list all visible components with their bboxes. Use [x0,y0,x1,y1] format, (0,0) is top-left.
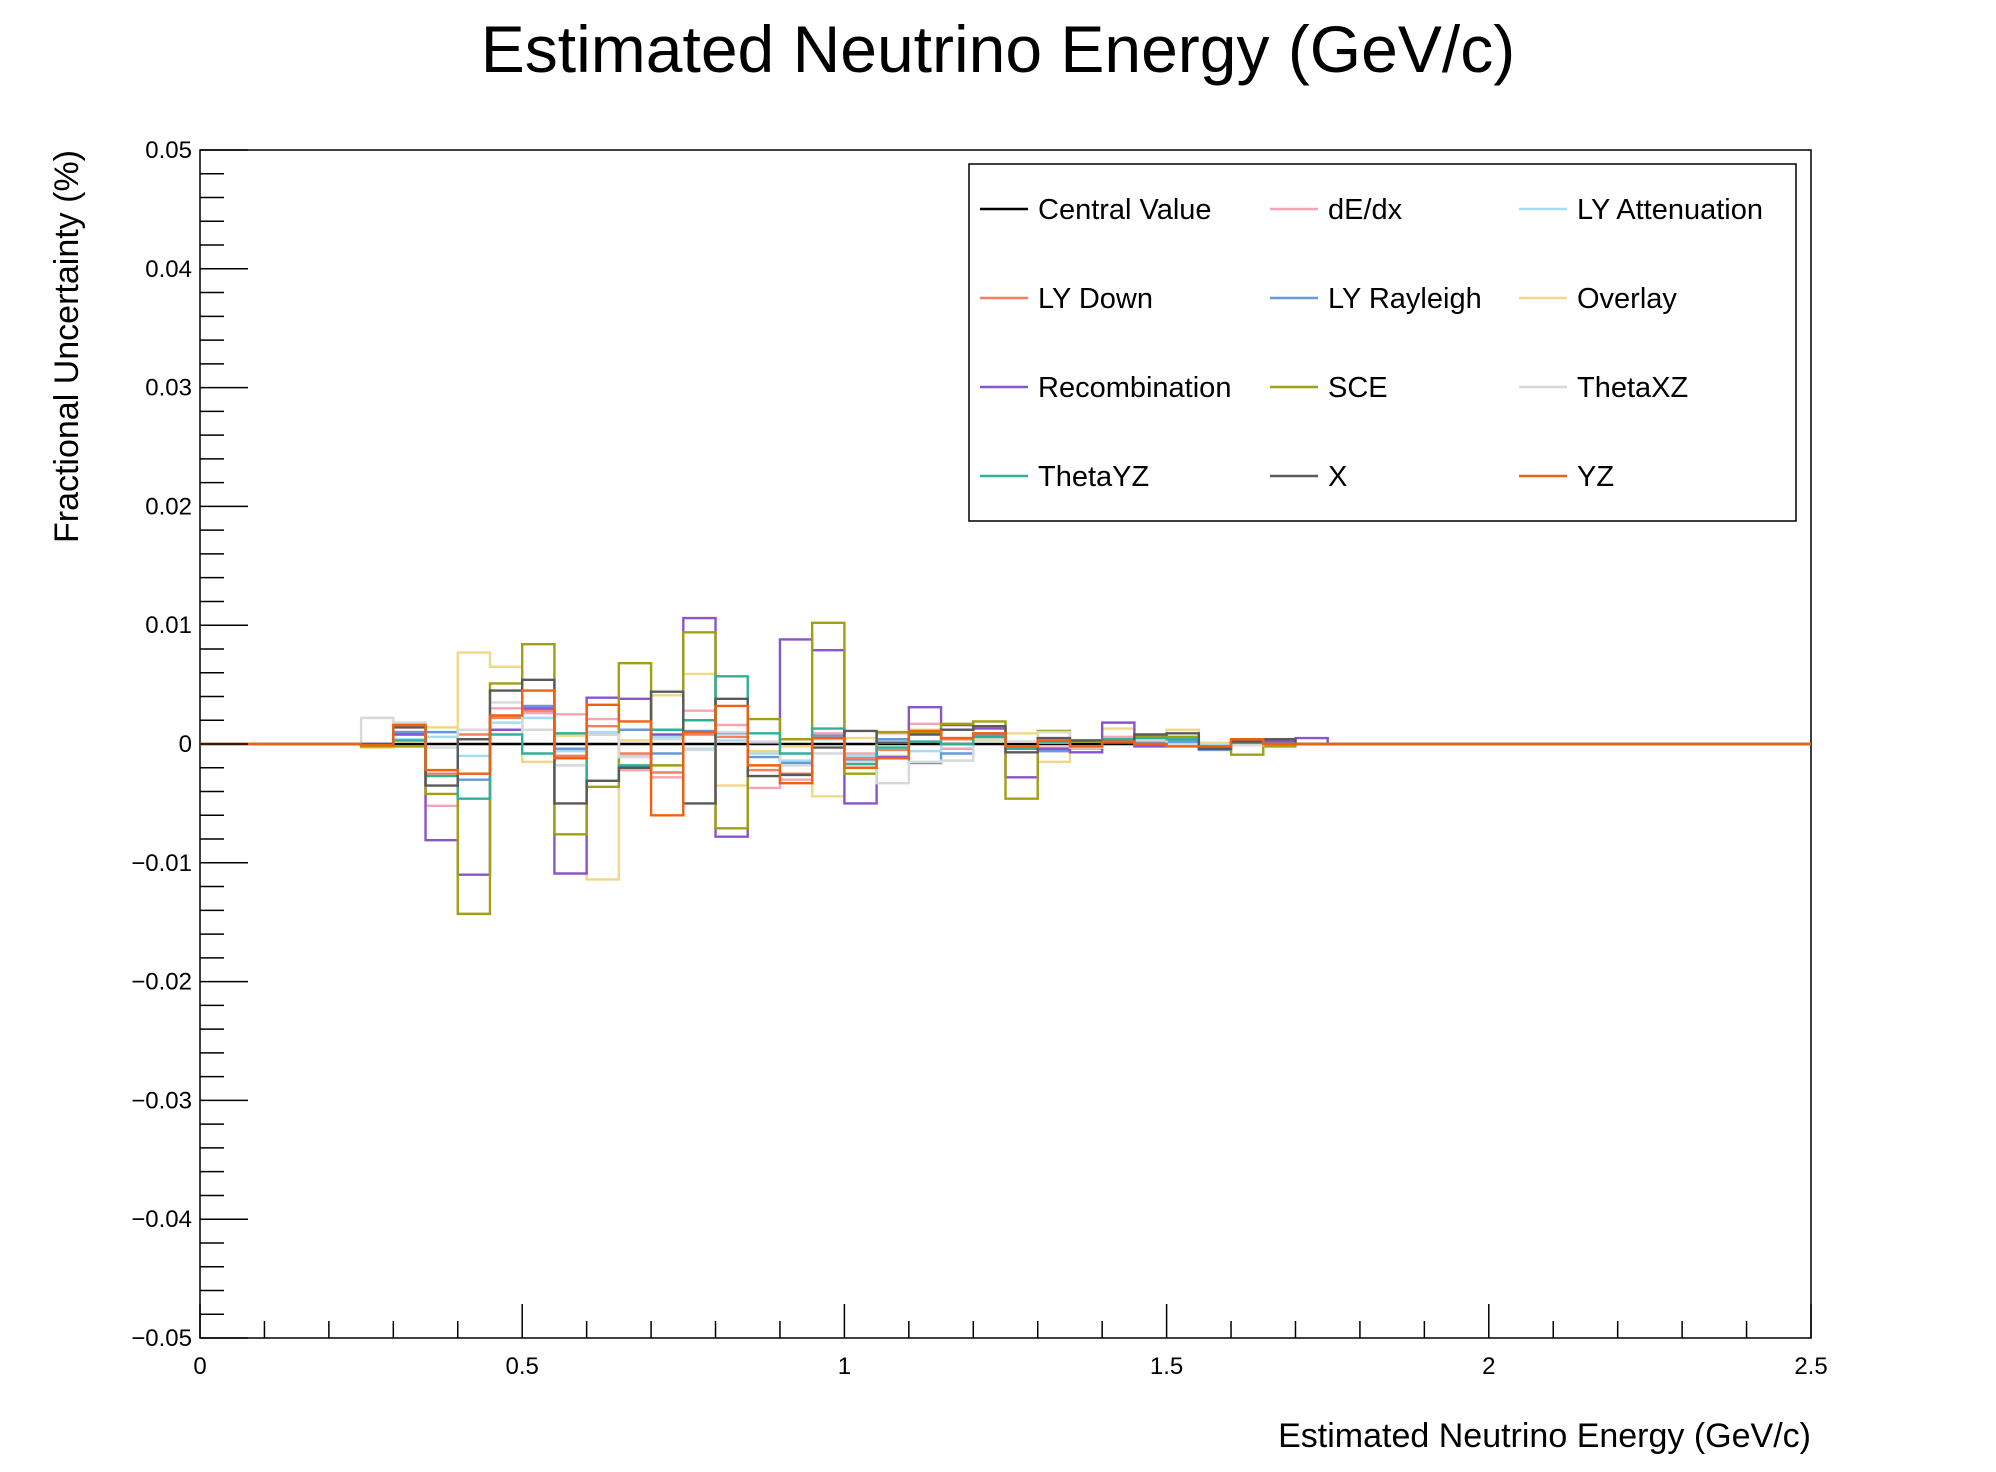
x-tick-label: 1.5 [1150,1353,1183,1380]
y-tick-label: 0.01 [145,612,192,639]
x-tick-label: 0 [193,1353,206,1380]
y-tick-label: 0.02 [145,493,192,520]
y-tick-label: −0.04 [131,1206,192,1233]
series-line-yz [200,689,1811,817]
x-tick-label: 1 [838,1353,851,1380]
series-line-thetayz [200,675,1811,800]
legend-label-thetaxz: ThetaXZ [1577,372,1688,404]
legend-label-yz: YZ [1577,461,1614,493]
x-tick-label: 2.5 [1794,1353,1827,1380]
legend-label-overlay: Overlay [1577,283,1677,315]
y-tick-label: −0.03 [131,1087,192,1114]
chart-title: Estimated Neutrino Energy (GeV/c) [481,12,1515,86]
series-line-thetaxz [200,701,1811,785]
y-tick-label: 0 [179,731,192,758]
y-tick-label: 0.04 [145,256,192,283]
y-tick-label: 0.05 [145,137,192,164]
y-axis-label: Fractional Uncertainty (%) [48,150,86,543]
y-tick-label: −0.05 [131,1325,192,1352]
series-line-sce [200,621,1811,916]
axes: 0 0.5 1 1.5 2 2.5 0.05 0.04 0.03 0.02 0.01 0 −0.01 −0… [131,137,1827,1380]
legend-items: Central Value dE/dx LY Attenuation LY Down L… [980,194,1763,493]
legend-label-ly-rayleigh: LY Rayleigh [1328,283,1482,315]
y-tick-label: −0.02 [131,969,192,996]
x-tick-label: 0.5 [506,1353,539,1380]
legend-label-recombination: Recombination [1038,372,1231,404]
y-tick-label: −0.01 [131,850,192,877]
x-tick-label: 2 [1482,1353,1495,1380]
legend-label-thetayz: ThetaYZ [1038,461,1149,493]
legend-label-x: X [1328,461,1347,493]
legend-label-central-value: Central Value [1038,194,1212,226]
legend: Central Value dE/dx LY Attenuation LY Down L… [968,163,1797,522]
legend-label-ly-down: LY Down [1038,283,1153,315]
series-layer [200,616,1811,916]
x-axis-label: Estimated Neutrino Energy (GeV/c) [1278,1417,1811,1455]
legend-label-sce: SCE [1328,372,1388,404]
legend-label-ly-attenuation: LY Attenuation [1577,194,1763,226]
legend-box [968,163,1797,522]
y-tick-label: 0.03 [145,375,192,402]
legend-label-de-dx: dE/dx [1328,194,1403,226]
